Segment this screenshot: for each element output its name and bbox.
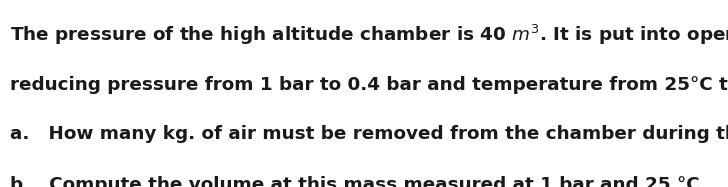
Text: The pressure of the high altitude chamber is 40 $m^3$. It is put into operation : The pressure of the high altitude chambe… [10, 22, 728, 47]
Text: reducing pressure from 1 bar to 0.4 bar and temperature from 25°C to 5°C.: reducing pressure from 1 bar to 0.4 bar … [10, 76, 728, 94]
Text: b.   Compute the volume at this mass measured at 1 bar and 25 °C: b. Compute the volume at this mass measu… [10, 176, 700, 187]
Text: a.   How many kg. of air must be removed from the chamber during the process?: a. How many kg. of air must be removed f… [10, 125, 728, 143]
